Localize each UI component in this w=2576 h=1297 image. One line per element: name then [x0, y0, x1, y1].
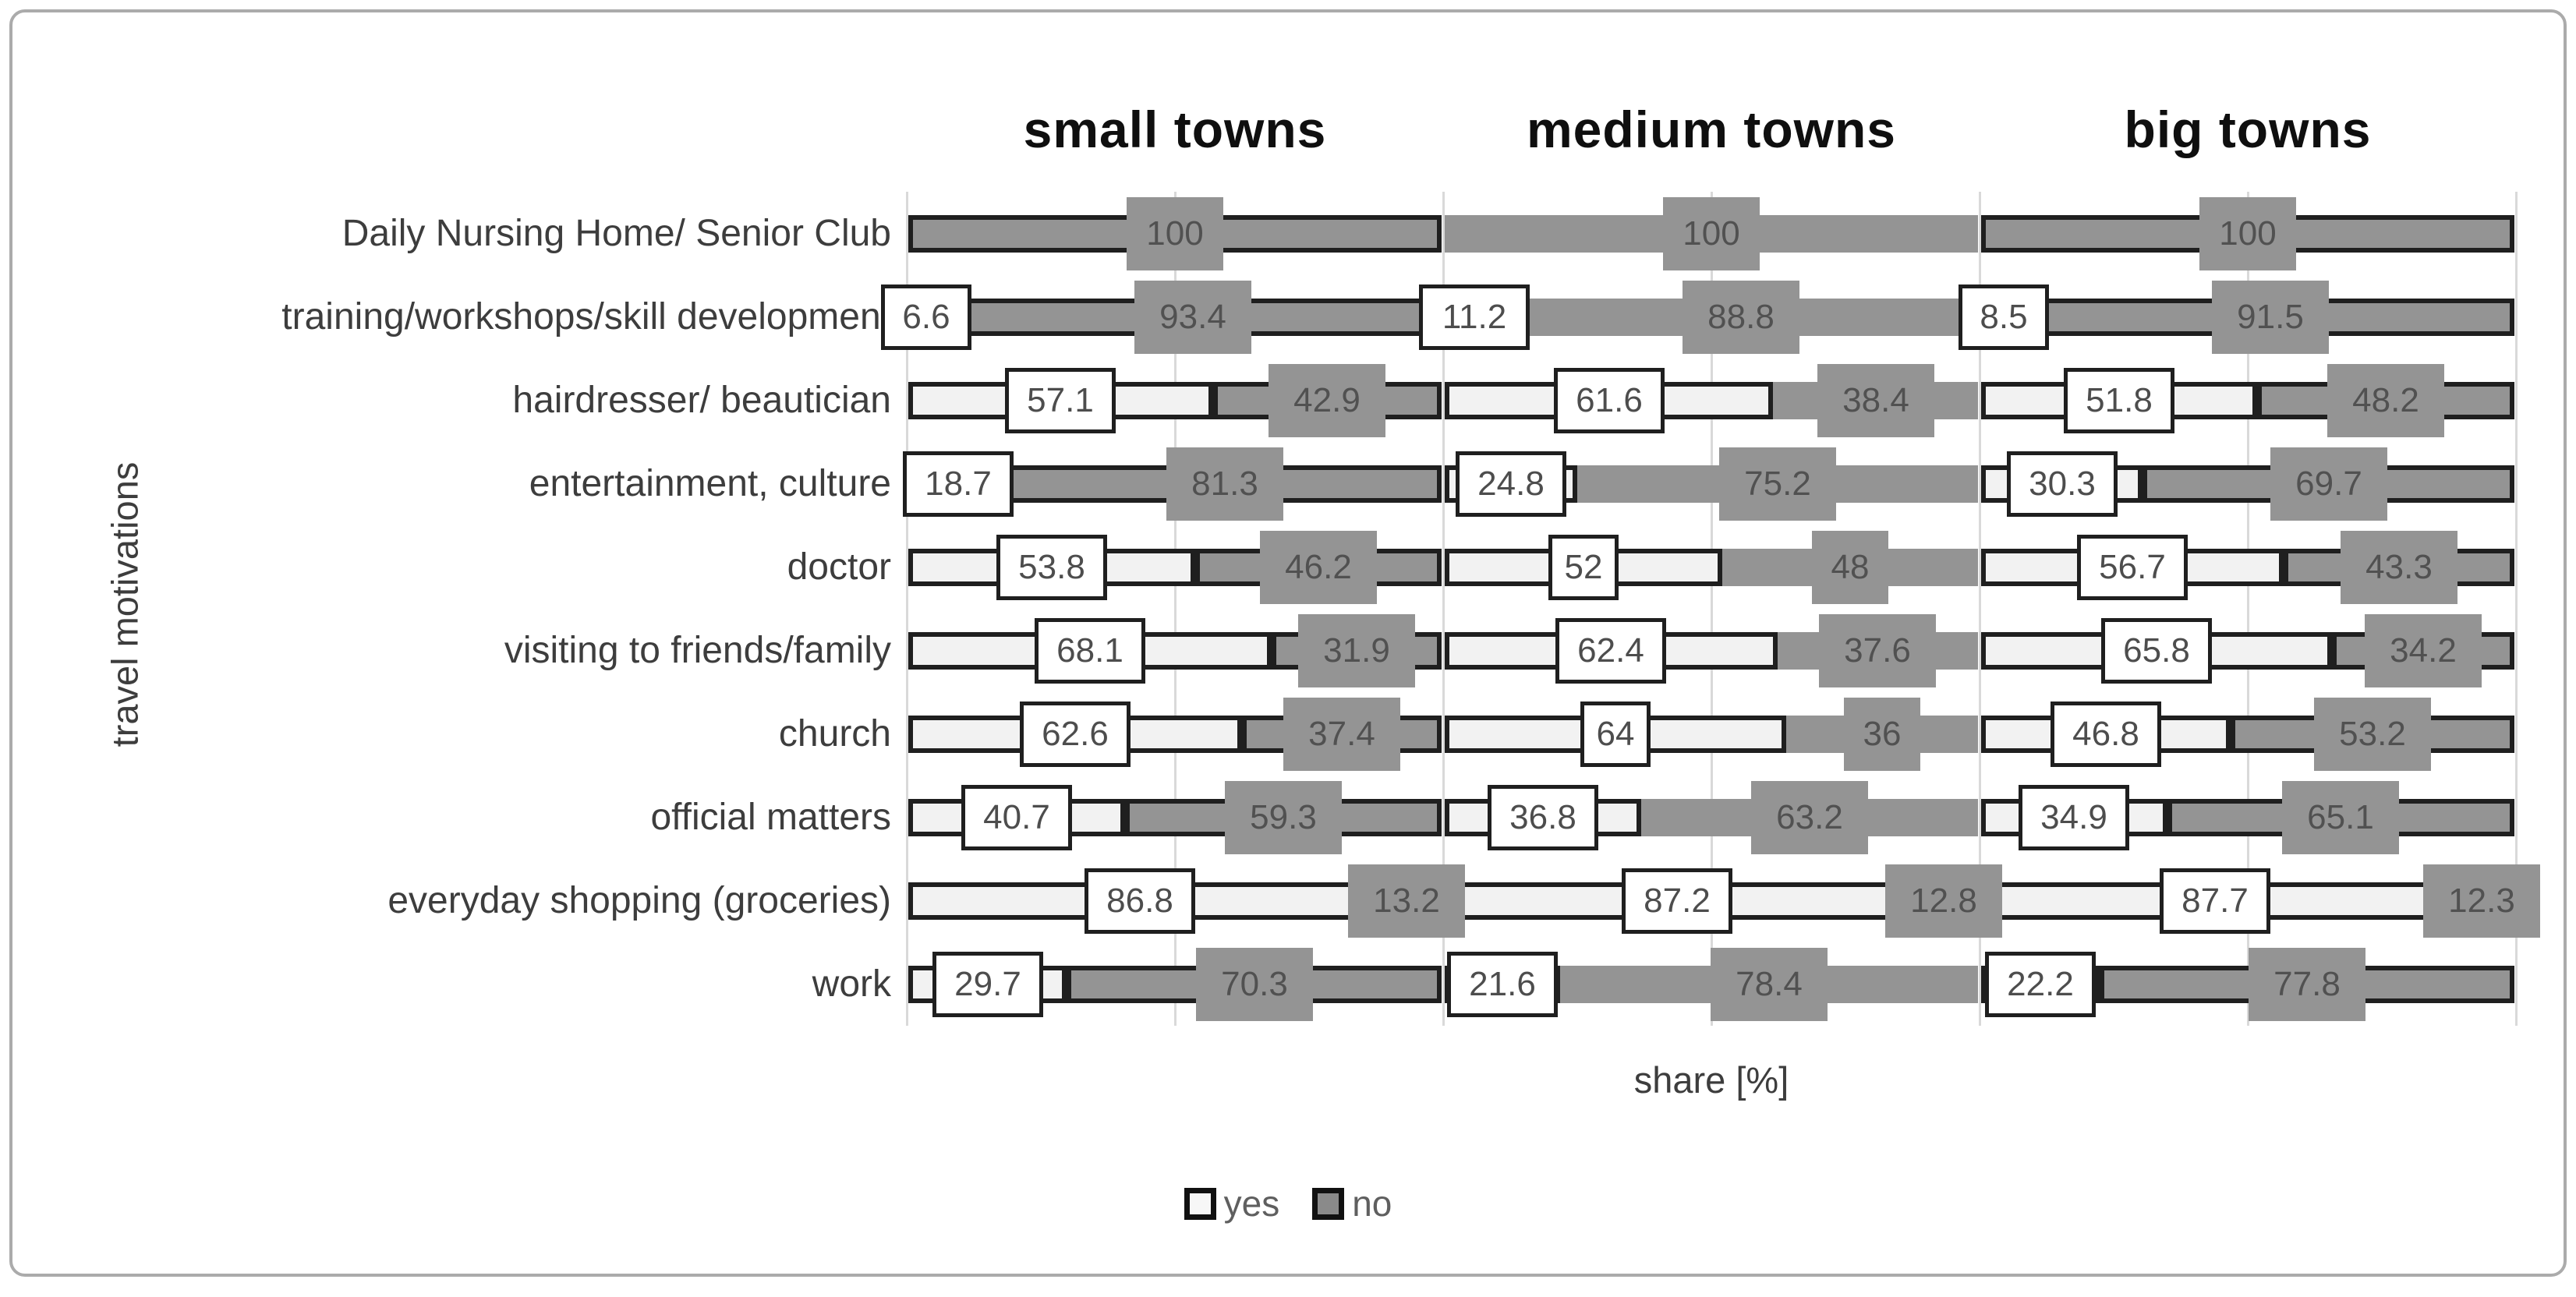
data-label-no: 12.8 — [1885, 864, 2002, 938]
data-label-no: 42.9 — [1269, 364, 1385, 437]
data-label-no: 63.2 — [1751, 781, 1868, 854]
legend: yes no — [0, 1182, 2576, 1225]
data-label-yes: 36.8 — [1488, 785, 1598, 850]
data-label-no: 81.3 — [1166, 447, 1283, 521]
data-label-yes: 56.7 — [2077, 535, 2188, 600]
data-label-no: 78.4 — [1711, 948, 1828, 1021]
data-label-no: 12.3 — [2423, 864, 2540, 938]
category-label: training/workshops/skill development — [281, 296, 891, 338]
data-label-yes: 53.8 — [996, 535, 1107, 600]
data-label-yes: 30.3 — [2007, 451, 2118, 517]
data-label-no: 31.9 — [1298, 614, 1415, 687]
data-label-yes: 18.7 — [903, 451, 1014, 517]
legend-item-yes: yes — [1184, 1182, 1280, 1225]
data-label-no: 88.8 — [1683, 281, 1799, 354]
data-label-no: 53.2 — [2314, 698, 2431, 771]
category-label: Daily Nursing Home/ Senior Club — [341, 213, 891, 254]
data-label-yes: 87.7 — [2160, 868, 2270, 934]
data-label-no: 75.2 — [1719, 447, 1836, 521]
category-label: everyday shopping (groceries) — [387, 880, 891, 921]
data-label-no: 48.2 — [2327, 364, 2444, 437]
data-label-no: 37.4 — [1283, 698, 1400, 771]
data-label-yes: 86.8 — [1085, 868, 1195, 934]
data-label-yes: 11.2 — [1419, 284, 1530, 350]
data-label-yes: 22.2 — [1985, 952, 2096, 1017]
data-label-no: 48 — [1812, 531, 1888, 604]
data-label-no: 43.3 — [2341, 531, 2457, 604]
legend-label-no: no — [1352, 1183, 1392, 1224]
gridline — [1711, 192, 1713, 1026]
data-label-no: 37.6 — [1819, 614, 1936, 687]
data-label-yes: 40.7 — [961, 785, 1072, 850]
category-label: visiting to friends/family — [504, 630, 891, 671]
data-label-yes: 24.8 — [1456, 451, 1566, 517]
gridline — [1979, 192, 1981, 1026]
legend-swatch-yes-icon — [1184, 1187, 1216, 1220]
gridline — [2247, 192, 2249, 1026]
data-label-yes: 52 — [1548, 535, 1619, 600]
legend-item-no: no — [1312, 1182, 1392, 1225]
category-label: entertainment, culture — [529, 463, 891, 504]
data-label-no: 34.2 — [2365, 614, 2482, 687]
panel-title-big-towns: big towns — [2124, 101, 2372, 158]
data-label-yes: 8.5 — [1959, 284, 2049, 350]
gridline — [906, 192, 908, 1026]
data-label-no: 100 — [1663, 197, 1760, 270]
data-label-yes: 62.4 — [1555, 618, 1666, 684]
data-label-no: 46.2 — [1260, 531, 1377, 604]
legend-label-yes: yes — [1223, 1183, 1280, 1224]
data-label-no: 100 — [1127, 197, 1223, 270]
category-label: hairdresser/ beautician — [512, 380, 891, 421]
panel-title-medium-towns: medium towns — [1526, 101, 1897, 158]
gridline — [1442, 192, 1445, 1026]
chart-frame — [9, 9, 2567, 1277]
data-label-no: 93.4 — [1134, 281, 1251, 354]
category-label: church — [778, 713, 891, 755]
gridline — [1174, 192, 1177, 1026]
panel-title-small-towns: small towns — [1023, 101, 1327, 158]
data-label-no: 38.4 — [1817, 364, 1934, 437]
data-label-yes: 62.6 — [1020, 702, 1131, 767]
data-label-no: 36 — [1844, 698, 1920, 771]
data-label-no: 100 — [2199, 197, 2296, 270]
data-label-no: 13.2 — [1348, 864, 1465, 938]
category-label: official matters — [650, 797, 891, 838]
data-label-yes: 6.6 — [881, 284, 971, 350]
data-label-no: 69.7 — [2270, 447, 2387, 521]
category-label: doctor — [787, 546, 891, 588]
data-label-no: 65.1 — [2282, 781, 2399, 854]
data-label-yes: 61.6 — [1554, 368, 1665, 433]
data-label-yes: 87.2 — [1622, 868, 1732, 934]
data-label-yes: 57.1 — [1005, 368, 1116, 433]
data-label-no: 70.3 — [1196, 948, 1313, 1021]
data-label-yes: 51.8 — [2064, 368, 2174, 433]
data-label-yes: 65.8 — [2101, 618, 2212, 684]
data-label-yes: 29.7 — [932, 952, 1043, 1017]
data-label-no: 59.3 — [1225, 781, 1342, 854]
legend-swatch-no-icon — [1312, 1187, 1345, 1220]
data-label-yes: 34.9 — [2019, 785, 2129, 850]
category-label: work — [812, 963, 891, 1005]
y-axis-title: travel motivations — [104, 461, 146, 747]
data-label-yes: 68.1 — [1035, 618, 1145, 684]
data-label-yes: 21.6 — [1447, 952, 1558, 1017]
data-label-no: 91.5 — [2212, 281, 2329, 354]
x-axis-title: share [%] — [1633, 1059, 1789, 1101]
data-label-no: 77.8 — [2249, 948, 2365, 1021]
data-label-yes: 46.8 — [2051, 702, 2161, 767]
data-label-yes: 64 — [1580, 702, 1651, 767]
gridline — [2515, 192, 2518, 1026]
